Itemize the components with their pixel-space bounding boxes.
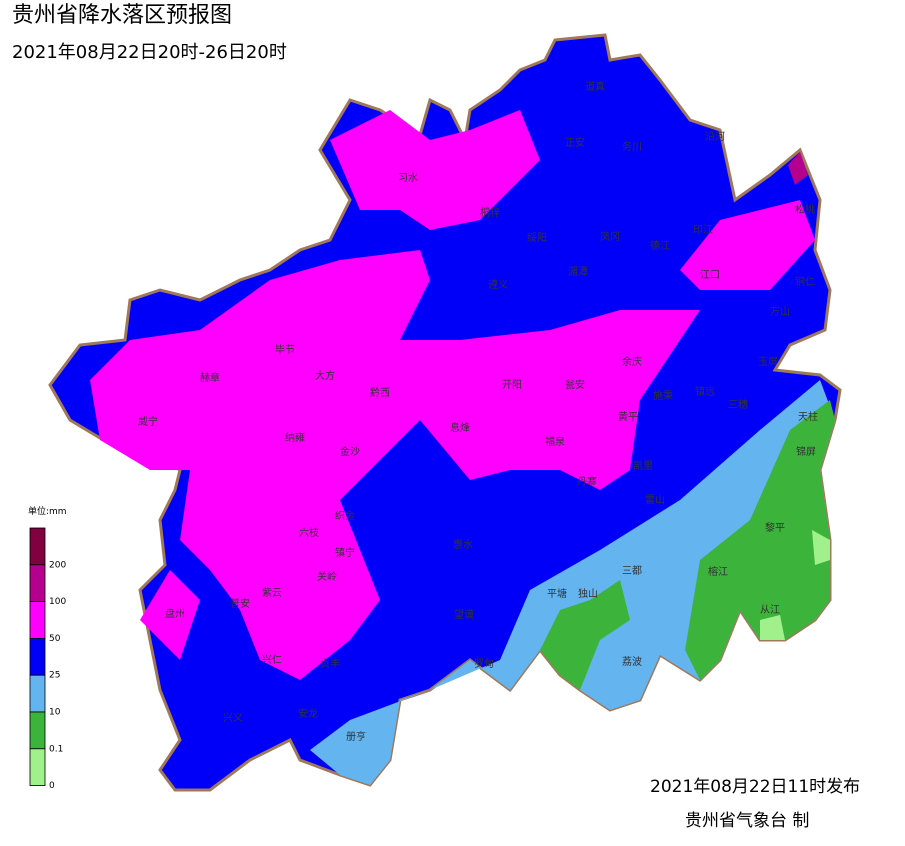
place-label: 平塘 — [547, 587, 567, 600]
place-label: 施秉 — [653, 389, 673, 402]
place-label: 榕江 — [708, 565, 728, 578]
place-label: 黔西 — [370, 386, 390, 399]
place-label: 大方 — [315, 369, 335, 382]
place-label: 三穗 — [728, 398, 748, 411]
map-subtitle: 2021年08月22日20时-26日20时 — [12, 42, 287, 63]
place-label: 锦屏 — [796, 445, 816, 458]
place-label: 丹寨 — [577, 475, 597, 488]
place-label: 黎平 — [765, 521, 785, 534]
place-label: 习水 — [398, 172, 418, 184]
place-label: 独山 — [578, 587, 598, 600]
place-label: 兴义 — [223, 712, 243, 724]
place-label: 织金 — [335, 509, 355, 522]
place-label: 桐梓 — [480, 206, 500, 219]
place-label: 道真 — [585, 80, 605, 93]
place-label: 松桃 — [795, 203, 815, 216]
legend-label: 10 — [49, 708, 61, 718]
place-label: 印江 — [693, 224, 713, 236]
place-label: 镇宁 — [335, 546, 355, 559]
place-label: 盘州 — [165, 607, 185, 620]
legend-swatch — [29, 638, 46, 676]
place-label: 黄平 — [618, 410, 638, 423]
region-100-200 — [140, 570, 200, 660]
place-label: 普安 — [230, 597, 250, 610]
place-label: 威宁 — [138, 415, 158, 428]
place-label: 镇远 — [695, 385, 715, 398]
region-0.1-10 — [812, 530, 830, 565]
place-label: 六枝 — [299, 526, 319, 539]
legend-swatch — [29, 674, 46, 713]
place-label: 毕节 — [275, 343, 295, 356]
province-map — [48, 33, 842, 792]
place-label: 从江 — [760, 604, 780, 616]
place-label: 罗甸 — [474, 657, 494, 670]
place-label: 金沙 — [340, 445, 360, 458]
legend-label: 200 — [49, 560, 66, 570]
legend-swatch — [29, 601, 46, 639]
place-label: 纳雍 — [285, 431, 305, 444]
legend-label: 0.1 — [49, 744, 63, 754]
place-label: 息烽 — [450, 421, 470, 434]
legend-swatch — [29, 564, 46, 602]
legend-label: 100 — [49, 597, 66, 607]
legend-swatch — [29, 711, 46, 750]
place-label: 贞丰 — [320, 657, 340, 670]
place-label: 瓮安 — [565, 378, 585, 391]
place-label: 安龙 — [298, 707, 318, 720]
legend-label: 50 — [49, 634, 61, 644]
place-label: 凤冈 — [600, 231, 620, 243]
place-label: 遵义 — [488, 278, 508, 291]
legend-swatch — [29, 527, 46, 566]
place-label: 关岭 — [317, 570, 337, 583]
legend-swatch — [29, 748, 46, 786]
region-10-25 — [685, 400, 835, 680]
place-label: 湄潭 — [568, 266, 588, 278]
place-label: 凯里 — [633, 459, 653, 472]
place-label: 三都 — [622, 565, 642, 577]
legend-label: 0 — [49, 781, 55, 791]
place-label: 赫章 — [200, 371, 220, 384]
place-label: 务川 — [622, 140, 642, 153]
place-label: 册亨 — [346, 730, 366, 743]
place-label: 惠水 — [453, 538, 473, 551]
place-label: 绥阳 — [527, 232, 547, 244]
place-label: 沿河 — [705, 131, 725, 143]
place-label: 望谟 — [454, 608, 474, 621]
place-label: 德江 — [650, 239, 670, 252]
legend: 200 100 50 25 10 0.1 0 — [29, 527, 66, 791]
place-label: 开阳 — [502, 379, 522, 391]
place-label: 铜仁 — [795, 276, 815, 288]
region-200-250 — [788, 152, 808, 185]
place-label: 荔波 — [622, 655, 642, 668]
place-label: 正安 — [565, 136, 585, 149]
place-label: 江口 — [700, 269, 720, 281]
region-100-200 — [680, 200, 815, 290]
place-label: 兴仁 — [262, 654, 282, 666]
place-label: 雷山 — [645, 494, 665, 506]
place-label: 玉屏 — [758, 356, 778, 368]
place-label: 福泉 — [545, 435, 565, 448]
place-label: 万山 — [770, 306, 790, 318]
place-label: 紫云 — [262, 587, 282, 599]
place-label: 天柱 — [798, 410, 818, 423]
issuer: 贵州省气象台 制 — [685, 811, 809, 831]
region-0.1-10 — [760, 615, 785, 640]
place-label: 余庆 — [622, 355, 642, 368]
map-title: 贵州省降水落区预报图 — [12, 3, 232, 28]
legend-unit: 单位:mm — [28, 505, 67, 517]
region-100-200 — [330, 110, 540, 230]
legend-label: 25 — [49, 671, 60, 681]
region-10-25 — [540, 580, 630, 690]
region-25-50 — [310, 380, 835, 785]
issue-time: 2021年08月22日11时发布 — [650, 777, 860, 797]
region-100-200 — [90, 250, 700, 680]
